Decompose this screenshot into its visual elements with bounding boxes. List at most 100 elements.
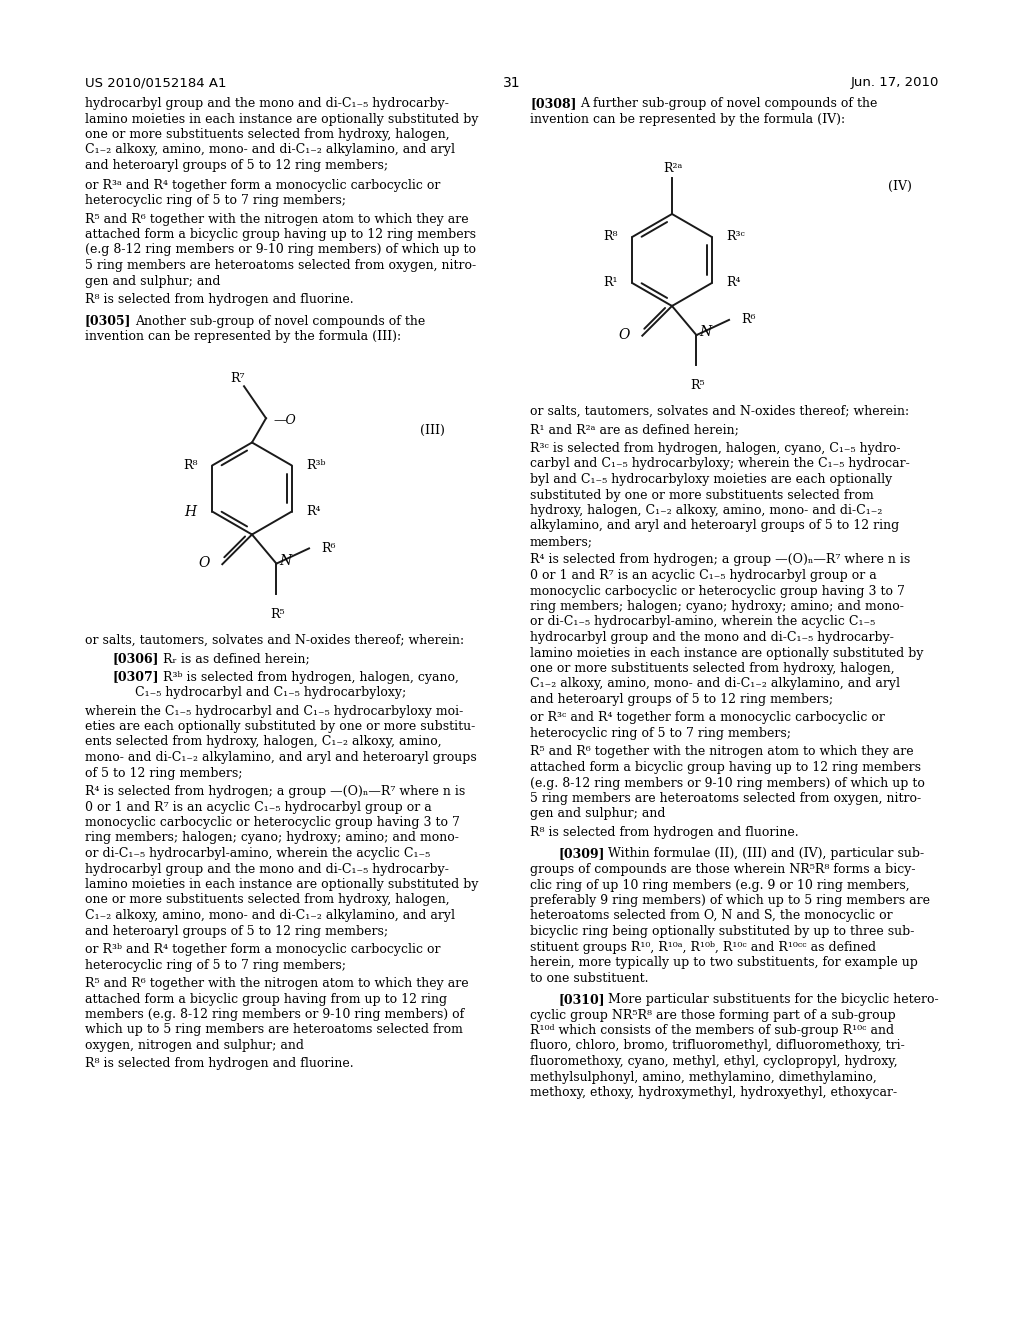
Text: R⁶: R⁶ xyxy=(741,313,756,326)
Text: 5 ring members are heteroatoms selected from oxygen, nitro-: 5 ring members are heteroatoms selected … xyxy=(530,792,922,805)
Text: one or more substituents selected from hydroxy, halogen,: one or more substituents selected from h… xyxy=(85,128,450,141)
Text: or salts, tautomers, solvates and N-oxides thereof; wherein:: or salts, tautomers, solvates and N-oxid… xyxy=(530,405,909,418)
Text: of 5 to 12 ring members;: of 5 to 12 ring members; xyxy=(85,767,243,780)
Text: ring members; halogen; cyano; hydroxy; amino; and mono-: ring members; halogen; cyano; hydroxy; a… xyxy=(85,832,459,845)
Text: lamino moieties in each instance are optionally substituted by: lamino moieties in each instance are opt… xyxy=(85,112,478,125)
Text: R⁴: R⁴ xyxy=(726,276,740,289)
Text: R¹ and R²ᵃ are as defined herein;: R¹ and R²ᵃ are as defined herein; xyxy=(530,424,739,437)
Text: preferably 9 ring members) of which up to 5 ring members are: preferably 9 ring members) of which up t… xyxy=(530,894,930,907)
Text: R⁸: R⁸ xyxy=(183,459,199,473)
Text: R⁴ is selected from hydrogen; a group —(O)ₙ—R⁷ where n is: R⁴ is selected from hydrogen; a group —(… xyxy=(85,785,465,799)
Text: [0305]: [0305] xyxy=(85,314,131,327)
Text: methoxy, ethoxy, hydroxymethyl, hydroxyethyl, ethoxycar-: methoxy, ethoxy, hydroxymethyl, hydroxye… xyxy=(530,1086,897,1100)
Text: hydroxy, halogen, C₁₋₂ alkoxy, amino, mono- and di-C₁₋₂: hydroxy, halogen, C₁₋₂ alkoxy, amino, mo… xyxy=(530,504,883,517)
Text: heterocyclic ring of 5 to 7 ring members;: heterocyclic ring of 5 to 7 ring members… xyxy=(85,958,346,972)
Text: (e.g. 8-12 ring members or 9-10 ring members) of which up to: (e.g. 8-12 ring members or 9-10 ring mem… xyxy=(530,776,925,789)
Text: hydrocarbyl group and the mono and di-C₁₋₅ hydrocarby-: hydrocarbyl group and the mono and di-C₁… xyxy=(85,96,449,110)
Text: gen and sulphur; and: gen and sulphur; and xyxy=(530,808,666,821)
Text: C₁₋₅ hydrocarbyl and C₁₋₅ hydrocarbyloxy;: C₁₋₅ hydrocarbyl and C₁₋₅ hydrocarbyloxy… xyxy=(135,686,407,700)
Text: US 2010/0152184 A1: US 2010/0152184 A1 xyxy=(85,77,226,88)
Text: fluoro, chloro, bromo, trifluoromethyl, difluoromethoxy, tri-: fluoro, chloro, bromo, trifluoromethyl, … xyxy=(530,1040,905,1052)
Text: heterocyclic ring of 5 to 7 ring members;: heterocyclic ring of 5 to 7 ring members… xyxy=(530,727,791,741)
Text: groups of compounds are those wherein NR⁵R⁸ forms a bicy-: groups of compounds are those wherein NR… xyxy=(530,863,915,876)
Text: cyclic group NR⁵R⁸ are those forming part of a sub-group: cyclic group NR⁵R⁸ are those forming par… xyxy=(530,1008,896,1022)
Text: [0310]: [0310] xyxy=(558,993,604,1006)
Text: carbyl and C₁₋₅ hydrocarbyloxy; wherein the C₁₋₅ hydrocar-: carbyl and C₁₋₅ hydrocarbyloxy; wherein … xyxy=(530,458,909,470)
Text: eties are each optionally substituted by one or more substitu-: eties are each optionally substituted by… xyxy=(85,719,475,733)
Text: Rᵣ is as defined herein;: Rᵣ is as defined herein; xyxy=(163,652,309,665)
Text: attached form a bicyclic group having up to 12 ring members: attached form a bicyclic group having up… xyxy=(530,762,921,774)
Text: or di-C₁₋₅ hydrocarbyl-amino, wherein the acyclic C₁₋₅: or di-C₁₋₅ hydrocarbyl-amino, wherein th… xyxy=(530,615,876,628)
Text: R³ᶜ is selected from hydrogen, halogen, cyano, C₁₋₅ hydro-: R³ᶜ is selected from hydrogen, halogen, … xyxy=(530,442,900,455)
Text: Another sub-group of novel compounds of the: Another sub-group of novel compounds of … xyxy=(135,314,425,327)
Text: R¹: R¹ xyxy=(604,276,618,289)
Text: [0308]: [0308] xyxy=(530,96,577,110)
Text: substituted by one or more substituents selected from: substituted by one or more substituents … xyxy=(530,488,873,502)
Text: (IV): (IV) xyxy=(888,180,912,193)
Text: O: O xyxy=(618,327,631,342)
Text: bicyclic ring being optionally substituted by up to three sub-: bicyclic ring being optionally substitut… xyxy=(530,925,914,939)
Text: R⁶: R⁶ xyxy=(322,543,336,554)
Text: members (e.g. 8-12 ring members or 9-10 ring members) of: members (e.g. 8-12 ring members or 9-10 … xyxy=(85,1008,464,1020)
Text: C₁₋₂ alkoxy, amino, mono- and di-C₁₋₂ alkylamino, and aryl: C₁₋₂ alkoxy, amino, mono- and di-C₁₋₂ al… xyxy=(530,677,900,690)
Text: R⁵ and R⁶ together with the nitrogen atom to which they are: R⁵ and R⁶ together with the nitrogen ato… xyxy=(85,213,469,226)
Text: C₁₋₂ alkoxy, amino, mono- and di-C₁₋₂ alkylamino, and aryl: C₁₋₂ alkoxy, amino, mono- and di-C₁₋₂ al… xyxy=(85,909,455,921)
Text: one or more substituents selected from hydroxy, halogen,: one or more substituents selected from h… xyxy=(530,663,895,675)
Text: R³ᶜ: R³ᶜ xyxy=(726,231,744,243)
Text: alkylamino, and aryl and heteroaryl groups of 5 to 12 ring: alkylamino, and aryl and heteroaryl grou… xyxy=(530,520,899,532)
Text: and heteroaryl groups of 5 to 12 ring members;: and heteroaryl groups of 5 to 12 ring me… xyxy=(85,158,388,172)
Text: Jun. 17, 2010: Jun. 17, 2010 xyxy=(851,77,939,88)
Text: 0 or 1 and R⁷ is an acyclic C₁₋₅ hydrocarbyl group or a: 0 or 1 and R⁷ is an acyclic C₁₋₅ hydroca… xyxy=(530,569,877,582)
Text: H: H xyxy=(184,504,197,519)
Text: stituent groups R¹⁰, R¹⁰ᵃ, R¹⁰ᵇ, R¹⁰ᶜ and R¹⁰ᶜᶜ as defined: stituent groups R¹⁰, R¹⁰ᵃ, R¹⁰ᵇ, R¹⁰ᶜ an… xyxy=(530,940,877,953)
Text: to one substituent.: to one substituent. xyxy=(530,972,648,985)
Text: C₁₋₂ alkoxy, amino, mono- and di-C₁₋₂ alkylamino, and aryl: C₁₋₂ alkoxy, amino, mono- and di-C₁₋₂ al… xyxy=(85,144,455,157)
Text: (e.g 8-12 ring members or 9-10 ring members) of which up to: (e.g 8-12 ring members or 9-10 ring memb… xyxy=(85,243,476,256)
Text: R³ᵇ: R³ᵇ xyxy=(306,459,326,473)
Text: one or more substituents selected from hydroxy, halogen,: one or more substituents selected from h… xyxy=(85,894,450,907)
Text: methylsulphonyl, amino, methylamino, dimethylamino,: methylsulphonyl, amino, methylamino, dim… xyxy=(530,1071,877,1084)
Text: members;: members; xyxy=(530,535,593,548)
Text: More particular substituents for the bicyclic hetero-: More particular substituents for the bic… xyxy=(608,993,939,1006)
Text: mono- and di-C₁₋₂ alkylamino, and aryl and heteroaryl groups: mono- and di-C₁₋₂ alkylamino, and aryl a… xyxy=(85,751,477,764)
Text: ents selected from hydroxy, halogen, C₁₋₂ alkoxy, amino,: ents selected from hydroxy, halogen, C₁₋… xyxy=(85,735,441,748)
Text: [0306]: [0306] xyxy=(113,652,160,665)
Text: byl and C₁₋₅ hydrocarbyloxy moieties are each optionally: byl and C₁₋₅ hydrocarbyloxy moieties are… xyxy=(530,473,892,486)
Text: lamino moieties in each instance are optionally substituted by: lamino moieties in each instance are opt… xyxy=(530,647,924,660)
Text: R⁸ is selected from hydrogen and fluorine.: R⁸ is selected from hydrogen and fluorin… xyxy=(85,293,353,306)
Text: or R³ᶜ and R⁴ together form a monocyclic carbocyclic or: or R³ᶜ and R⁴ together form a monocyclic… xyxy=(530,711,885,725)
Text: attached form a bicyclic group having up to 12 ring members: attached form a bicyclic group having up… xyxy=(85,228,476,242)
Text: R⁴: R⁴ xyxy=(306,506,321,517)
Text: ring members; halogen; cyano; hydroxy; amino; and mono-: ring members; halogen; cyano; hydroxy; a… xyxy=(530,601,904,612)
Text: 0 or 1 and R⁷ is an acyclic C₁₋₅ hydrocarbyl group or a: 0 or 1 and R⁷ is an acyclic C₁₋₅ hydroca… xyxy=(85,800,432,813)
Text: monocyclic carbocyclic or heterocyclic group having 3 to 7: monocyclic carbocyclic or heterocyclic g… xyxy=(85,816,460,829)
Text: (III): (III) xyxy=(420,424,444,437)
Text: 5 ring members are heteroatoms selected from oxygen, nitro-: 5 ring members are heteroatoms selected … xyxy=(85,259,476,272)
Text: R⁵ and R⁶ together with the nitrogen atom to which they are: R⁵ and R⁶ together with the nitrogen ato… xyxy=(530,746,913,759)
Text: R⁸ is selected from hydrogen and fluorine.: R⁸ is selected from hydrogen and fluorin… xyxy=(85,1057,353,1071)
Text: 31: 31 xyxy=(503,77,521,90)
Text: clic ring of up 10 ring members (e.g. 9 or 10 ring members,: clic ring of up 10 ring members (e.g. 9 … xyxy=(530,879,909,891)
Text: or R³ᵇ and R⁴ together form a monocyclic carbocyclic or: or R³ᵇ and R⁴ together form a monocyclic… xyxy=(85,942,440,956)
Text: R⁸ is selected from hydrogen and fluorine.: R⁸ is selected from hydrogen and fluorin… xyxy=(530,826,799,840)
Text: R³ᵇ is selected from hydrogen, halogen, cyano,: R³ᵇ is selected from hydrogen, halogen, … xyxy=(163,671,459,684)
Text: R⁸: R⁸ xyxy=(604,231,618,243)
Text: R⁷: R⁷ xyxy=(230,372,246,385)
Text: R¹⁰ᵈ which consists of the members of sub-group R¹⁰ᶜ and: R¹⁰ᵈ which consists of the members of su… xyxy=(530,1024,894,1038)
Text: —O: —O xyxy=(274,413,297,426)
Text: herein, more typically up to two substituents, for example up: herein, more typically up to two substit… xyxy=(530,956,918,969)
Text: invention can be represented by the formula (IV):: invention can be represented by the form… xyxy=(530,112,845,125)
Text: wherein the C₁₋₅ hydrocarbyl and C₁₋₅ hydrocarbyloxy moi-: wherein the C₁₋₅ hydrocarbyl and C₁₋₅ hy… xyxy=(85,705,463,718)
Text: R⁵ and R⁶ together with the nitrogen atom to which they are: R⁵ and R⁶ together with the nitrogen ato… xyxy=(85,977,469,990)
Text: which up to 5 ring members are heteroatoms selected from: which up to 5 ring members are heteroato… xyxy=(85,1023,463,1036)
Text: or salts, tautomers, solvates and N-oxides thereof; wherein:: or salts, tautomers, solvates and N-oxid… xyxy=(85,634,464,647)
Text: N: N xyxy=(280,553,292,568)
Text: heteroatoms selected from O, N and S, the monocyclic or: heteroatoms selected from O, N and S, th… xyxy=(530,909,893,923)
Text: gen and sulphur; and: gen and sulphur; and xyxy=(85,275,220,288)
Text: Within formulae (II), (III) and (IV), particular sub-: Within formulae (II), (III) and (IV), pa… xyxy=(608,847,924,861)
Text: attached form a bicyclic group having from up to 12 ring: attached form a bicyclic group having fr… xyxy=(85,993,447,1006)
Text: O: O xyxy=(199,556,210,570)
Text: or R³ᵃ and R⁴ together form a monocyclic carbocyclic or: or R³ᵃ and R⁴ together form a monocyclic… xyxy=(85,178,440,191)
Text: lamino moieties in each instance are optionally substituted by: lamino moieties in each instance are opt… xyxy=(85,878,478,891)
Text: [0309]: [0309] xyxy=(558,847,604,861)
